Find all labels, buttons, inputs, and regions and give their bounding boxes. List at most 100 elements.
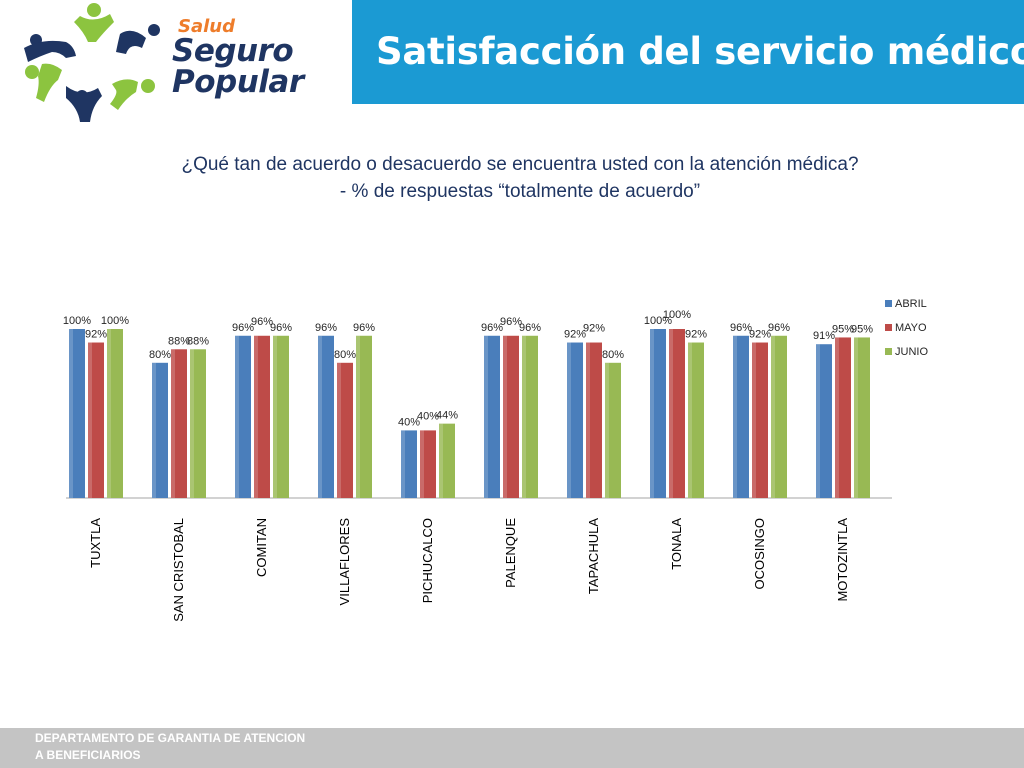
legend-label-mayo: MAYO xyxy=(895,322,927,334)
bar-highlight xyxy=(152,362,156,498)
data-label: 96% xyxy=(270,322,292,334)
legend-swatch-junio xyxy=(885,348,892,355)
bar-abril xyxy=(235,335,251,498)
people-circle-icon xyxy=(24,3,160,122)
data-label: 100% xyxy=(63,315,91,327)
bar-mayo xyxy=(752,342,768,498)
data-label: 88% xyxy=(168,335,190,347)
logo-popular-text: Popular xyxy=(172,64,304,100)
bar-mayo xyxy=(171,349,187,498)
question-subline: - % de respuestas “totalmente de acuerdo… xyxy=(339,181,701,202)
bar-highlight xyxy=(439,423,443,498)
data-label: 100% xyxy=(663,309,691,321)
bar-junio xyxy=(605,362,621,498)
data-label: 96% xyxy=(730,322,752,334)
bar-highlight xyxy=(235,335,239,498)
bar-abril xyxy=(650,329,666,498)
data-label: 96% xyxy=(251,316,273,328)
bar-highlight xyxy=(171,349,175,498)
title-banner: Satisfacción del servicio médico xyxy=(352,0,1024,104)
bar-mayo xyxy=(586,342,602,498)
legend-swatch-abril xyxy=(885,300,892,307)
bar-highlight xyxy=(273,335,277,498)
bar-abril xyxy=(567,342,583,498)
bar-highlight xyxy=(318,335,322,498)
bar-highlight xyxy=(522,335,526,498)
bar-highlight xyxy=(69,329,73,498)
bar-highlight xyxy=(752,342,756,498)
data-label: 92% xyxy=(749,329,771,341)
data-label: 80% xyxy=(334,349,356,361)
bar-highlight xyxy=(650,329,654,498)
bar-abril xyxy=(401,430,417,498)
bar-mayo xyxy=(337,362,353,498)
legend-label-junio: JUNIO xyxy=(895,346,928,358)
question-line: ¿Qué tan de acuerdo o desacuerdo se encu… xyxy=(181,154,859,175)
bar-mayo xyxy=(420,430,436,498)
category-label: COMITAN xyxy=(254,518,269,577)
bar-highlight xyxy=(503,335,507,498)
data-label: 96% xyxy=(500,316,522,328)
bar-highlight xyxy=(567,342,571,498)
bar-highlight xyxy=(816,344,820,498)
footer-line-1: DEPARTAMENTO DE GARANTIA DE ATENCION xyxy=(35,731,306,745)
bar-highlight xyxy=(337,362,341,498)
bar-highlight xyxy=(733,335,737,498)
footer-bar: DEPARTAMENTO DE GARANTIA DE ATENCION A B… xyxy=(0,728,1024,768)
category-label: PALENQUE xyxy=(503,518,518,588)
bar-junio xyxy=(107,329,123,498)
data-label: 95% xyxy=(832,323,854,335)
data-label: 80% xyxy=(149,349,171,361)
category-label: MOTOZINTLA xyxy=(835,518,850,602)
bar-highlight xyxy=(586,342,590,498)
bar-highlight xyxy=(420,430,424,498)
bar-highlight xyxy=(854,337,858,498)
data-label: 92% xyxy=(583,323,605,335)
bar-highlight xyxy=(771,335,775,498)
category-label: TONALA xyxy=(669,518,684,570)
data-label: 92% xyxy=(85,329,107,341)
data-label: 96% xyxy=(353,322,375,334)
category-label: VILLAFLORES xyxy=(337,518,352,606)
grouped-bar-chart: 100% 92% 100% TUXTLA 80% 88%88% SAN CRISTOBAL 9… xyxy=(63,298,929,622)
bar-abril xyxy=(152,362,168,498)
footer-line-2: A BENEFICIARIOS xyxy=(35,748,141,762)
bar-abril xyxy=(318,335,334,498)
bar-junio xyxy=(439,423,455,498)
data-label: 96% xyxy=(315,322,337,334)
bar-junio xyxy=(522,335,538,498)
bar-highlight xyxy=(669,329,673,498)
data-label: 100% xyxy=(101,315,129,327)
logo-seguro-text: Seguro xyxy=(172,33,294,69)
bar-highlight xyxy=(484,335,488,498)
bar-junio xyxy=(688,342,704,498)
chart-question: ¿Qué tan de acuerdo o desacuerdo se encu… xyxy=(0,151,1024,205)
data-label: 91% xyxy=(813,330,835,342)
bar-highlight xyxy=(835,337,839,498)
data-label: 40% xyxy=(417,410,439,422)
category-label: TUXTLA xyxy=(88,518,103,568)
bar-junio xyxy=(273,335,289,498)
category-label: OCOSINGO xyxy=(752,518,767,590)
data-label: 44% xyxy=(436,410,458,422)
bar-highlight xyxy=(356,335,360,498)
legend-label-abril: ABRIL xyxy=(895,298,927,310)
bar-highlight xyxy=(190,349,194,498)
bar-mayo xyxy=(669,329,685,498)
data-label: 88% xyxy=(187,335,209,347)
bar-abril xyxy=(69,329,85,498)
data-label: 95% xyxy=(851,323,873,335)
legend-swatch-mayo xyxy=(885,324,892,331)
bar-highlight xyxy=(605,362,609,498)
bar-highlight xyxy=(107,329,111,498)
data-label: 92% xyxy=(564,329,586,341)
category-label: PICHUCALCO xyxy=(420,518,435,603)
bar-abril xyxy=(816,344,832,498)
data-label: 96% xyxy=(481,322,503,334)
bar-junio xyxy=(771,335,787,498)
bar-mayo xyxy=(88,342,104,498)
data-label: 96% xyxy=(232,322,254,334)
data-label: 92% xyxy=(685,329,707,341)
bar-mayo xyxy=(254,335,270,498)
bar-highlight xyxy=(88,342,92,498)
